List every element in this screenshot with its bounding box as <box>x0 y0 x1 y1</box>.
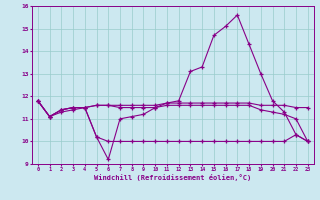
X-axis label: Windchill (Refroidissement éolien,°C): Windchill (Refroidissement éolien,°C) <box>94 174 252 181</box>
